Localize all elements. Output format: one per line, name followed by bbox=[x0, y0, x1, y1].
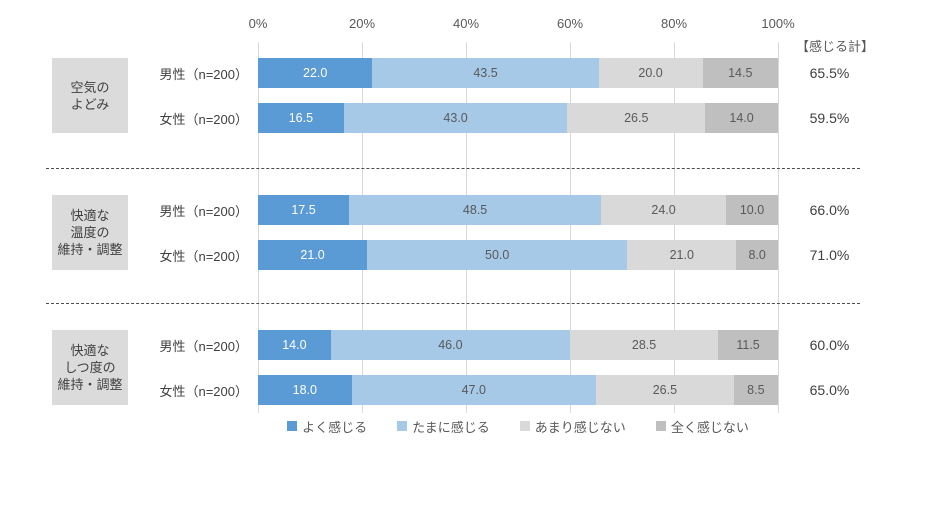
row-label: 女性（n=200） bbox=[159, 383, 248, 399]
legend-item: よく感じる bbox=[287, 417, 367, 436]
x-axis-tick-label: 100% bbox=[761, 16, 795, 31]
row-label: 男性（n=200） bbox=[159, 203, 248, 219]
legend-label: よく感じる bbox=[302, 419, 368, 435]
row-label: 女性（n=200） bbox=[159, 248, 248, 264]
legend-item: 全く感じない bbox=[655, 417, 749, 436]
legend-item: あまり感じない bbox=[519, 417, 626, 436]
feel-total-value: 60.0% bbox=[809, 337, 850, 353]
legend-label: たまに感じる bbox=[412, 419, 490, 435]
bar-segment: 14.0 bbox=[705, 103, 778, 133]
bar-segment: 46.0 bbox=[330, 330, 570, 360]
gridline bbox=[570, 42, 571, 413]
legend-label: あまり感じない bbox=[534, 419, 626, 435]
bar-segment: 50.0 bbox=[367, 240, 628, 270]
category-label-box: 快適な温度の維持・調整 bbox=[52, 195, 128, 270]
category-label-box: 快適なしつ度の維持・調整 bbox=[52, 330, 128, 405]
legend-label: 全く感じない bbox=[670, 419, 749, 435]
legend-swatch bbox=[655, 421, 666, 431]
category-label-line: 維持・調整 bbox=[57, 377, 123, 392]
stacked-bar: 14.0 46.0 28.5 11.5 bbox=[258, 330, 778, 360]
bar-segment: 43.5 bbox=[372, 58, 599, 88]
bar-segment: 10.0 bbox=[725, 195, 778, 225]
bar-segment: 11.5 bbox=[718, 330, 778, 360]
category-label-line: 空気の bbox=[70, 79, 110, 95]
x-axis-tick-label: 60% bbox=[556, 16, 584, 31]
category-label-line: 快適な bbox=[70, 343, 110, 358]
bar-segment: 28.5 bbox=[569, 330, 719, 360]
x-axis-tick-label: 80% bbox=[660, 16, 688, 31]
stacked-bar: 22.0 43.5 20.0 14.5 bbox=[258, 58, 778, 88]
row-label: 男性（n=200） bbox=[159, 338, 248, 354]
stacked-bar: 18.0 47.0 26.5 8.5 bbox=[258, 375, 778, 405]
x-axis-tick-label: 0% bbox=[248, 16, 268, 31]
category-label-line: しつ度の bbox=[64, 360, 116, 375]
legend-item: たまに感じる bbox=[397, 417, 490, 436]
bar-segment: 16.5 bbox=[258, 103, 344, 133]
legend-swatch bbox=[397, 421, 408, 431]
stacked-bar: 17.5 48.5 24.0 10.0 bbox=[258, 195, 778, 225]
category-label-line: 快適な bbox=[70, 208, 110, 223]
feel-total-header: 【感じる計】 bbox=[795, 39, 874, 54]
x-axis-tick-label: 20% bbox=[348, 16, 376, 31]
group-separator-line bbox=[46, 168, 860, 169]
category-label-box: 空気の よどみ bbox=[52, 58, 128, 133]
feel-total-value: 65.0% bbox=[809, 382, 850, 398]
bar-segment: 8.0 bbox=[736, 240, 778, 270]
row-label: 男性（n=200） bbox=[159, 66, 248, 82]
category-label-line: よどみ bbox=[70, 96, 110, 112]
bar-segment: 20.0 bbox=[598, 58, 703, 88]
bar-segment: 48.5 bbox=[349, 195, 602, 225]
bar-segment: 47.0 bbox=[351, 375, 596, 405]
x-axis-tick-label: 40% bbox=[452, 16, 480, 31]
stacked-bar: 16.5 43.0 26.5 14.0 bbox=[258, 103, 778, 133]
gridline bbox=[778, 42, 779, 413]
gridline bbox=[466, 42, 467, 413]
bar-segment: 14.0 bbox=[258, 330, 331, 360]
bar-segment: 24.0 bbox=[601, 195, 726, 225]
bar-segment: 21.0 bbox=[627, 240, 737, 270]
bar-segment: 43.0 bbox=[343, 103, 568, 133]
feel-total-value: 71.0% bbox=[809, 247, 850, 263]
bar-segment: 26.5 bbox=[567, 103, 706, 133]
gridline bbox=[258, 42, 259, 413]
legend-swatch bbox=[287, 421, 298, 431]
feel-total-value: 66.0% bbox=[809, 202, 850, 218]
row-label: 女性（n=200） bbox=[159, 111, 248, 127]
feel-total-value: 65.5% bbox=[809, 65, 850, 81]
legend: よく感じる たまに感じる あまり感じない 全く感じない bbox=[258, 415, 778, 437]
gridline bbox=[362, 42, 363, 413]
group-separator-line bbox=[46, 303, 860, 304]
feel-total-value: 59.5% bbox=[809, 110, 850, 126]
category-label-line: 維持・調整 bbox=[57, 242, 123, 257]
bar-segment: 17.5 bbox=[258, 195, 349, 225]
bar-segment: 18.0 bbox=[258, 375, 352, 405]
gridline bbox=[674, 42, 675, 413]
bar-segment: 8.5 bbox=[733, 375, 778, 405]
bar-segment: 26.5 bbox=[595, 375, 734, 405]
category-label-line: 温度の bbox=[70, 225, 110, 240]
legend-swatch bbox=[519, 421, 530, 431]
stacked-bar: 21.0 50.0 21.0 8.0 bbox=[258, 240, 778, 270]
bar-segment: 22.0 bbox=[258, 58, 373, 88]
bar-segment: 14.5 bbox=[702, 58, 778, 88]
bar-segment: 21.0 bbox=[258, 240, 368, 270]
